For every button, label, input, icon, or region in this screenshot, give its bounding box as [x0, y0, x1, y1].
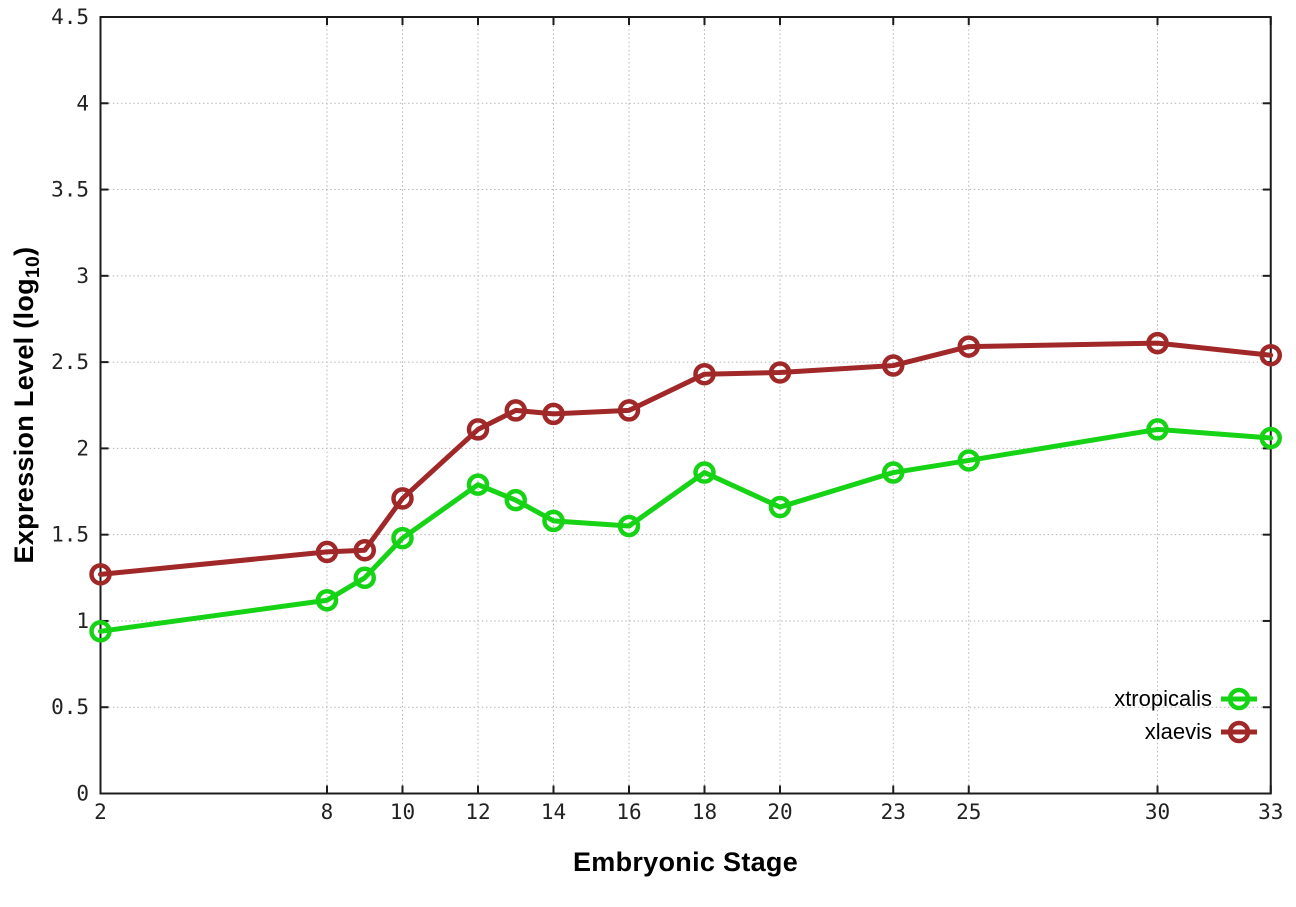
- y-tick-label: 4: [76, 91, 89, 115]
- data-point-marker-xlaevis: [1146, 331, 1169, 355]
- data-point-marker-xlaevis: [617, 399, 641, 422]
- plot-border: [99, 16, 1272, 795]
- data-point-marker-xtropicalis: [1146, 418, 1169, 441]
- x-tick-label: 25: [956, 800, 981, 824]
- legend-label-xlaevis: xlaevis: [1145, 719, 1212, 744]
- y-tick-labels: 0 0.5 1 1.5 2 2.5 3 3.5 4 4.5: [51, 5, 89, 806]
- y-tick-label: 2: [76, 436, 89, 460]
- x-tick-label: 23: [881, 800, 906, 824]
- data-point-marker-xtropicalis: [89, 620, 112, 643]
- tick-marks: [99, 16, 1272, 795]
- data-point-marker-xtropicalis: [315, 588, 339, 612]
- x-axis-title: Embryonic Stage: [572, 847, 799, 877]
- x-tick-label: 30: [1145, 800, 1170, 824]
- x-tick-label: 8: [321, 800, 334, 824]
- data-point-marker-xtropicalis: [768, 495, 792, 519]
- legend-marker-xlaevis: [1227, 720, 1251, 744]
- y-axis-title-text: Expression Level (log: [8, 278, 39, 564]
- series-line-xlaevis: [98, 340, 1274, 577]
- x-tick-label: 16: [616, 800, 641, 824]
- data-point-marker-xtropicalis: [353, 566, 376, 590]
- x-tick-label: 12: [465, 800, 490, 824]
- y-tick-label: 1: [76, 609, 89, 633]
- x-tick-label: 2: [94, 800, 107, 824]
- x-tick-labels: 2 8 10 12 14 16 18 20 23 25 30 33: [94, 800, 1283, 824]
- data-point-marker-xlaevis: [693, 362, 716, 386]
- x-tick-label: 20: [767, 800, 792, 824]
- data-point-marker-xtropicalis: [1259, 426, 1282, 450]
- data-point-marker-xtropicalis: [957, 449, 980, 472]
- series-xtropicalis: [89, 418, 1282, 643]
- data-point-marker-xtropicalis: [391, 526, 414, 550]
- data-point-marker-xtropicalis: [504, 488, 527, 512]
- data-point-marker-xlaevis: [882, 354, 905, 377]
- data-point-marker-xlaevis: [466, 418, 490, 441]
- data-point-marker-xlaevis: [504, 399, 527, 422]
- series-line-xtropicalis: [98, 426, 1274, 634]
- y-tick-label: 0.5: [51, 695, 89, 719]
- x-tick-label: 14: [541, 800, 566, 824]
- y-tick-label: 3.5: [51, 178, 89, 202]
- data-point-marker-xlaevis: [542, 402, 565, 426]
- y-tick-label: 4.5: [51, 5, 89, 29]
- data-point-marker-xlaevis: [768, 361, 792, 384]
- data-point-marker-xtropicalis: [693, 461, 716, 484]
- data-point-marker-xlaevis: [1259, 343, 1282, 367]
- legend: xtropicalis xlaevis: [1114, 686, 1257, 744]
- data-point-marker-xlaevis: [353, 538, 376, 562]
- y-axis-title-subscript: 10: [22, 255, 45, 279]
- y-axis-title: Expression Level (log10): [9, 247, 45, 564]
- x-tick-label: 33: [1258, 800, 1283, 824]
- data-point-marker-xlaevis: [89, 563, 112, 586]
- gridlines: [100, 17, 1271, 794]
- y-tick-label: 3: [76, 264, 89, 288]
- y-tick-label: 1.5: [51, 523, 89, 547]
- data-point-marker-xtropicalis: [466, 473, 490, 496]
- x-tick-label: 18: [692, 800, 717, 824]
- y-tick-label: 2.5: [51, 350, 89, 374]
- legend-label-xtropicalis: xtropicalis: [1114, 686, 1212, 711]
- series-xlaevis: [89, 331, 1282, 586]
- data-point-marker-xlaevis: [315, 540, 339, 564]
- data-point-marker-xtropicalis: [542, 509, 565, 533]
- data-point-marker-xtropicalis: [882, 461, 905, 484]
- data-point-marker-xlaevis: [391, 487, 414, 510]
- data-point-marker-xlaevis: [957, 335, 980, 358]
- y-tick-label: 0: [76, 782, 89, 806]
- y-axis-title-close: ): [8, 246, 39, 256]
- legend-marker-xtropicalis: [1227, 687, 1251, 711]
- data-point-marker-xtropicalis: [617, 514, 641, 538]
- x-tick-label: 10: [390, 800, 415, 824]
